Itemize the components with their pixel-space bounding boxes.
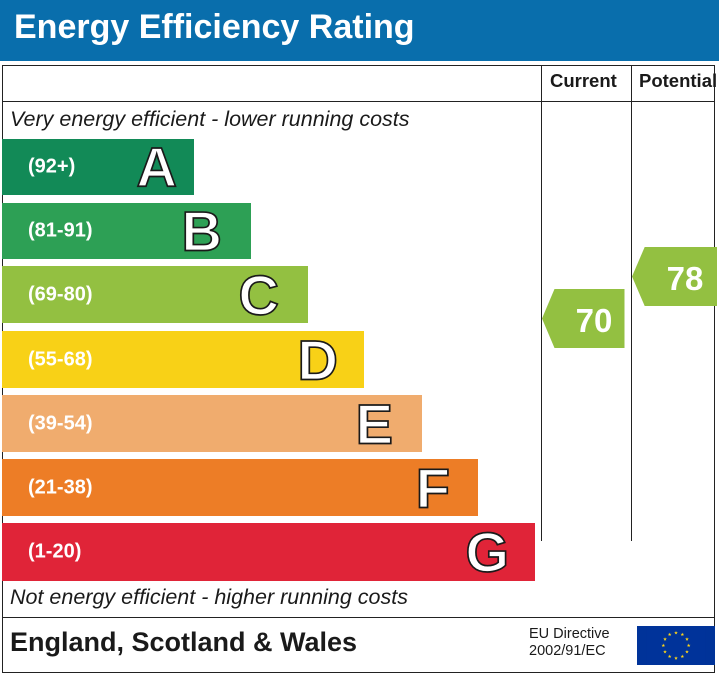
svg-text:70: 70	[576, 302, 613, 339]
svg-text:78: 78	[667, 260, 704, 297]
